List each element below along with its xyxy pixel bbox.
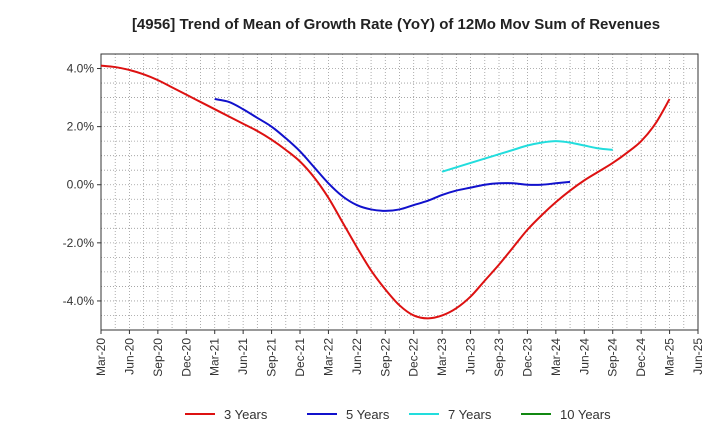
x-tick-label: Jun-23 <box>464 338 478 375</box>
x-tick-label: Sep-21 <box>265 338 279 377</box>
x-tick-label: Jun-21 <box>236 338 250 375</box>
x-tick-label: Mar-23 <box>435 338 449 376</box>
y-tick-label: 4.0% <box>67 62 95 76</box>
x-tick-label: Dec-23 <box>520 338 534 377</box>
y-tick-label: 0.0% <box>67 178 95 192</box>
x-tick-label: Sep-22 <box>378 338 392 377</box>
y-tick-label: 2.0% <box>67 120 95 134</box>
x-tick-label: Jun-22 <box>350 338 364 375</box>
x-tick-label: Mar-22 <box>321 338 335 376</box>
x-tick-label: Dec-20 <box>179 338 193 377</box>
legend: 3 Years 5 Years 7 Years 10 Years <box>185 407 611 422</box>
x-tick-label: Jun-20 <box>122 338 136 375</box>
y-axis: 4.0% 2.0% 0.0% -2.0% -4.0% <box>63 62 101 308</box>
x-tick-label: Dec-24 <box>634 338 648 377</box>
series-lines <box>100 64 671 320</box>
x-tick-label: Mar-24 <box>549 338 563 376</box>
x-tick-label: Mar-25 <box>663 338 677 376</box>
x-tick-label: Dec-21 <box>293 338 307 377</box>
x-tick-label: Jun-25 <box>691 338 705 375</box>
legend-label: 7 Years <box>448 407 492 422</box>
chart-title: [4956] Trend of Mean of Growth Rate (YoY… <box>132 16 660 33</box>
plot-area <box>100 53 699 331</box>
x-tick-label: Dec-22 <box>407 338 421 377</box>
legend-label: 10 Years <box>560 407 611 422</box>
legend-label: 5 Years <box>346 407 390 422</box>
x-axis: Mar-20 Jun-20 Sep-20 Dec-20 Mar-21 Jun-21 Sep-… <box>94 330 705 377</box>
x-tick-label: Sep-24 <box>606 338 620 377</box>
x-tick-label: Mar-20 <box>94 338 108 376</box>
line-7-years <box>441 140 613 173</box>
grid-lines <box>100 53 699 330</box>
y-tick-label: -4.0% <box>63 294 95 308</box>
y-tick-label: -2.0% <box>63 236 95 250</box>
line-5-years <box>214 98 571 212</box>
x-tick-label: Mar-21 <box>208 338 222 376</box>
x-tick-label: Sep-20 <box>151 338 165 377</box>
x-tick-label: Sep-23 <box>492 338 506 377</box>
x-tick-label: Jun-24 <box>577 338 591 375</box>
line-3-years <box>100 64 671 320</box>
legend-label: 3 Years <box>224 407 268 422</box>
